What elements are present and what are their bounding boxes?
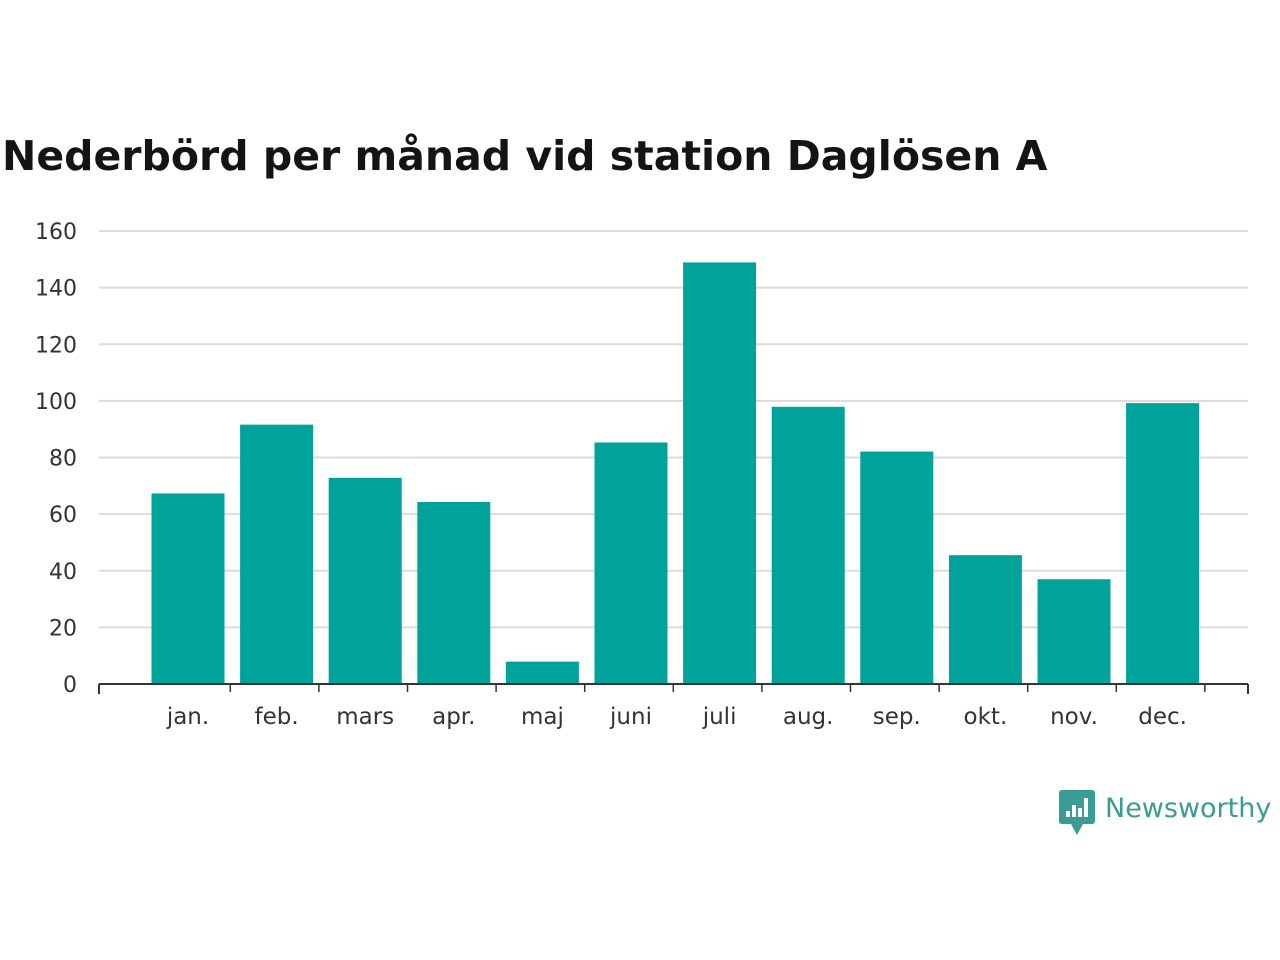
bar-okt — [948, 555, 1022, 684]
bar-apr — [417, 501, 491, 684]
bar-juli — [683, 262, 757, 684]
y-tick-label: 60 — [49, 503, 77, 528]
y-tick-label: 20 — [49, 616, 77, 641]
bar-juni — [594, 442, 668, 684]
y-tick-label: 40 — [49, 560, 77, 585]
y-tick-label: 80 — [49, 447, 77, 472]
newsworthy-chart-bubble-icon — [1059, 790, 1095, 835]
y-axis-tick-labels: 0 20 40 60 80 100 120 140 160 — [35, 220, 77, 698]
x-tick-label: dec. — [1138, 704, 1187, 730]
y-tick-label: 120 — [35, 333, 77, 358]
newsworthy-logo: Newsworthy — [1059, 790, 1271, 836]
x-axis-tick-labels: jan. feb. mars apr. maj juni juli aug. sep. okt. n… — [166, 704, 1187, 730]
y-tick-label: 0 — [63, 673, 77, 698]
x-tick-label: aug. — [783, 704, 834, 730]
bar-nov — [1037, 579, 1111, 684]
x-tick-label: jan. — [166, 704, 209, 730]
bar-maj — [505, 661, 579, 684]
bar-sep — [860, 451, 934, 684]
chart-title: Nederbörd per månad vid station Daglösen… — [2, 132, 1048, 180]
x-tick-label: maj — [521, 704, 564, 730]
y-tick-label: 140 — [35, 277, 77, 302]
y-tick-label: 100 — [35, 390, 77, 415]
x-tick-label: mars — [336, 704, 394, 730]
brand-name: Newsworthy — [1105, 793, 1272, 824]
x-tick-label: juli — [702, 704, 737, 730]
y-tick-label: 160 — [35, 220, 77, 245]
bar-mars — [328, 477, 402, 684]
x-tick-label: sep. — [873, 704, 921, 730]
bar-jan — [151, 493, 225, 684]
x-tick-label: feb. — [255, 704, 299, 730]
bar-aug — [771, 406, 845, 684]
x-tick-label: nov. — [1050, 704, 1098, 730]
x-tick-label: okt. — [964, 704, 1008, 730]
x-axis — [98, 683, 1249, 694]
bar-dec — [1126, 403, 1200, 684]
x-tick-label: apr. — [432, 704, 475, 730]
bars — [151, 262, 1200, 684]
x-tick-label: juni — [609, 704, 652, 730]
bar-feb — [240, 424, 314, 684]
